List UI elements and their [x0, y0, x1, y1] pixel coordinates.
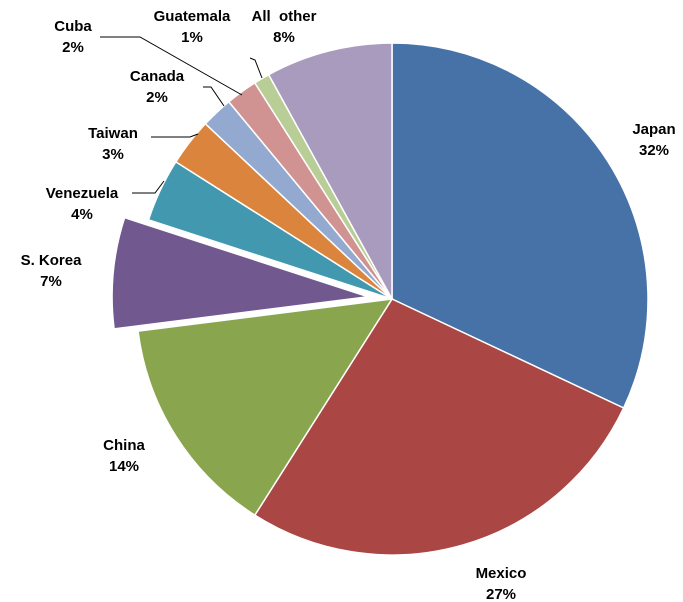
label-taiwan-name: Taiwan: [88, 125, 138, 142]
label-venezuela-value: 4%: [71, 206, 93, 223]
label-cuba-value: 2%: [62, 39, 84, 56]
pie-slice-mexico: [253, 298, 625, 556]
label-taiwan-value: 3%: [102, 146, 124, 163]
label-mexico-name: Mexico: [476, 565, 527, 582]
pie-slice-s-korea: [111, 216, 369, 330]
pie-slices: [111, 42, 649, 556]
pie-slice-all-other: [267, 42, 393, 300]
label-mexico-value: 27%: [486, 586, 516, 602]
label-guatemala-value: 1%: [181, 29, 203, 46]
leader-line-taiwan: [151, 133, 199, 138]
label-all-other-name: All other: [251, 8, 316, 25]
leader-line-venezuela: [132, 180, 165, 194]
label-all-other-value: 8%: [273, 29, 295, 46]
leader-line-guatemala: [249, 57, 263, 79]
label-canada-name: Canada: [130, 68, 185, 85]
leader-line-canada: [203, 86, 225, 107]
label-skorea-name: S. Korea: [21, 252, 83, 269]
label-japan-name: Japan: [632, 121, 675, 138]
label-cuba-name: Cuba: [54, 18, 92, 35]
label-japan-value: 32%: [639, 142, 669, 159]
label-skorea-value: 7%: [40, 273, 62, 290]
label-venezuela-name: Venezuela: [46, 185, 119, 202]
label-china-name: China: [103, 437, 145, 454]
label-canada-value: 2%: [146, 89, 168, 106]
leader-lines: [100, 36, 263, 194]
pie-slice-japan: [391, 42, 649, 409]
slice-labels: Japan 32% Mexico 27% China 14% S. Korea …: [21, 8, 676, 602]
label-guatemala-name: Guatemala: [154, 8, 231, 25]
pie-slice-china: [137, 298, 394, 517]
leader-line-cuba: [100, 36, 243, 96]
label-china-value: 14%: [109, 458, 139, 475]
